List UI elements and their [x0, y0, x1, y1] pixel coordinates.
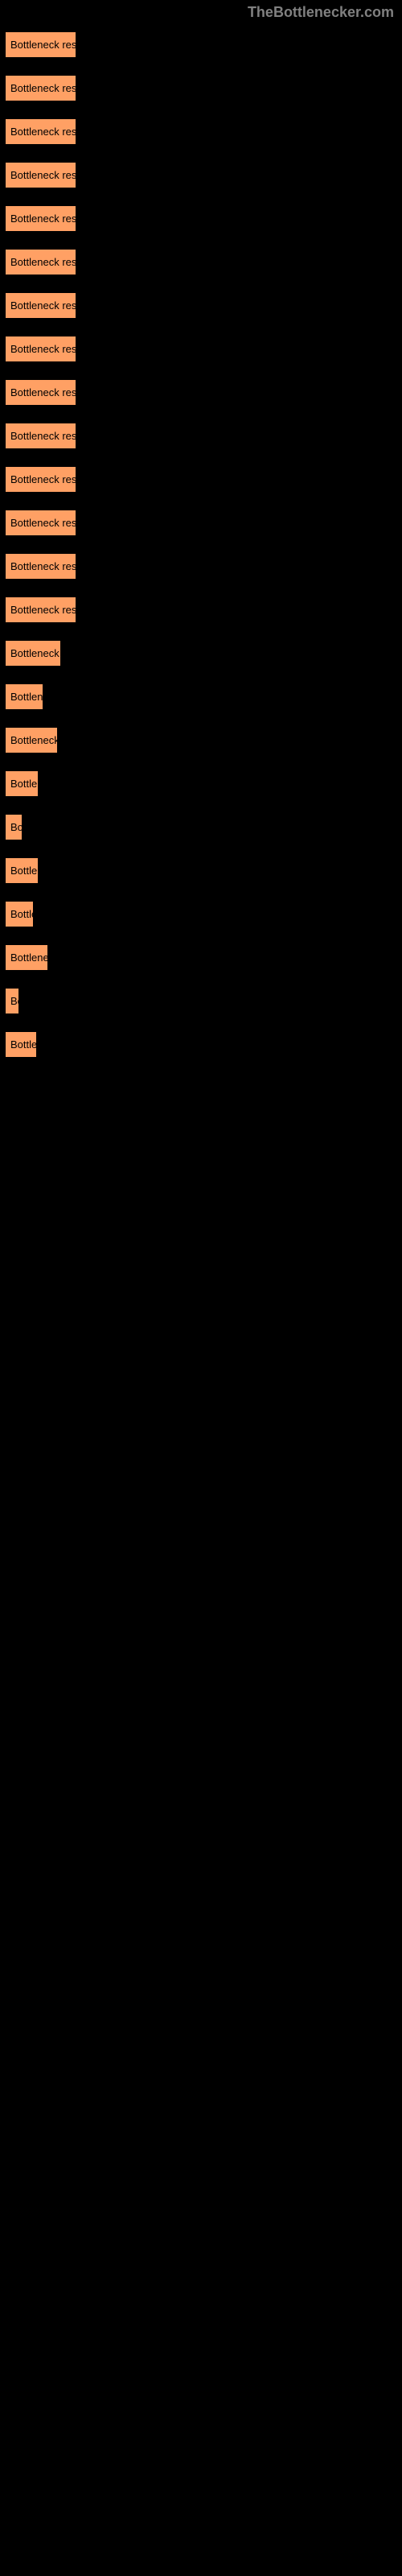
bottleneck-result-button[interactable]: Bottle [5, 901, 34, 927]
bottleneck-result-button[interactable]: Bo [5, 988, 19, 1014]
result-row: Bottleneck result [0, 329, 402, 373]
result-row: Bottleneck result [0, 503, 402, 547]
site-title: TheBottlenecker.com [248, 4, 394, 20]
result-row: Bottleneck result [0, 286, 402, 329]
bottleneck-result-button[interactable]: Bottleneck result [5, 597, 76, 623]
bottleneck-result-button[interactable]: Bottleneck result [5, 118, 76, 145]
result-row: Bottleneck result [0, 590, 402, 634]
bottleneck-result-button[interactable]: Bottleneck result [5, 75, 76, 101]
bottleneck-result-button[interactable]: Bottleneck result [5, 379, 76, 406]
result-row: Bottleneck r [0, 720, 402, 764]
result-row: Bottlen [0, 764, 402, 807]
result-row: Bot [0, 807, 402, 851]
bottleneck-result-button[interactable]: Bottleneck result [5, 423, 76, 449]
bottleneck-result-button[interactable]: Bottler [5, 1031, 37, 1058]
result-row: Bottleneck result [0, 155, 402, 199]
bottleneck-result-button[interactable]: Bottleneck result [5, 205, 76, 232]
result-row: Bottleneck result [0, 460, 402, 503]
chart-area: Bottleneck result Bottleneck result Bott… [0, 25, 402, 1313]
result-row: Bottleneck result [0, 547, 402, 590]
bottleneck-result-button[interactable]: Bottlen [5, 857, 39, 884]
result-row: Bottlenec [0, 938, 402, 981]
bottleneck-result-button[interactable]: Bottleneck result [5, 553, 76, 580]
bottleneck-result-button[interactable]: Bottleneck result [5, 292, 76, 319]
result-row: Bottlene [0, 677, 402, 720]
bottleneck-result-button[interactable]: Bot [5, 814, 23, 840]
result-row: Bottleneck re [0, 634, 402, 677]
bottleneck-result-button[interactable]: Bottlen [5, 770, 39, 797]
result-row: Bottler [0, 1025, 402, 1068]
result-row: Bo [0, 981, 402, 1025]
bottleneck-result-button[interactable]: Bottleneck result [5, 249, 76, 275]
result-row: Bottleneck result [0, 416, 402, 460]
result-row: Bottleneck result [0, 373, 402, 416]
bottleneck-result-button[interactable]: Bottleneck result [5, 31, 76, 58]
result-row: Bottleneck result [0, 112, 402, 155]
result-row: Bottleneck result [0, 199, 402, 242]
result-row: Bottleneck result [0, 242, 402, 286]
bottleneck-result-button[interactable]: Bottleneck result [5, 162, 76, 188]
result-row: Bottleneck result [0, 25, 402, 68]
bottleneck-result-button[interactable]: Bottlene [5, 683, 43, 710]
site-header: TheBottlenecker.com [0, 0, 402, 25]
bottleneck-result-button[interactable]: Bottleneck result [5, 510, 76, 536]
bottleneck-result-button[interactable]: Bottleneck r [5, 727, 58, 753]
bottleneck-result-button[interactable]: Bottlenec [5, 944, 48, 971]
bottleneck-result-button[interactable]: Bottleneck result [5, 466, 76, 493]
result-row: Bottlen [0, 851, 402, 894]
result-row: Bottleneck result [0, 68, 402, 112]
bottleneck-result-button[interactable]: Bottleneck re [5, 640, 61, 667]
result-row: Bottle [0, 894, 402, 938]
bottleneck-result-button[interactable]: Bottleneck result [5, 336, 76, 362]
